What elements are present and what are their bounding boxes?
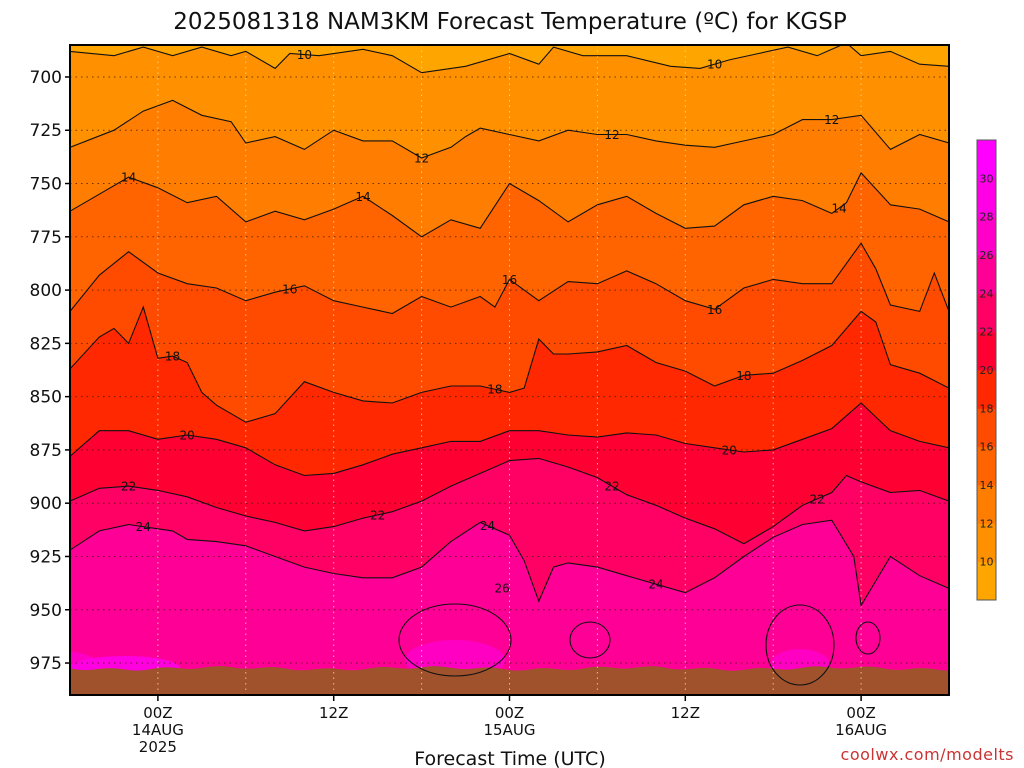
grid-lines [70,45,949,695]
contour-10 [70,45,949,74]
contour-labels: 10 10 12 12 12 14 14 14 16 16 16 18 18 18 20 20 22 22 22 22… [121,48,847,596]
x-tick-label: 12Z [319,704,348,722]
contour-12 [70,99,949,159]
contour-label-10: 10 [297,48,312,62]
contour-label-22: 22 [810,492,825,506]
x-tick-label: 16AUG [835,721,887,739]
colorbar-label-30: 30 [980,172,994,185]
contour-label-12: 12 [604,128,619,142]
contour-label-20: 20 [180,429,195,443]
y-tick-label-875: 875 [30,441,62,461]
y-tick-label-700: 700 [30,68,62,88]
ground-surface [70,666,949,695]
contour-label-18: 18 [736,369,751,383]
x-tick-label: 00Z [495,704,524,722]
contour-16 [70,242,949,315]
colorbar-label-14: 14 [980,479,994,492]
x-tick-label: 2025 [139,738,177,756]
colorbar-swatch [977,485,996,524]
colorbar-label-20: 20 [980,364,994,377]
contour-closed [569,621,611,659]
contour-18 [70,305,949,423]
colorbar-label-24: 24 [980,287,994,300]
y-tick-label-950: 950 [30,601,62,621]
contour-closed [765,604,835,686]
contour-closed [398,603,512,677]
contour-label-16: 16 [502,273,517,287]
y-tick-label-925: 925 [30,547,62,567]
colorbar-swatch [977,293,996,333]
colorbar-label-18: 18 [980,402,994,415]
colorbar-legend: 10 12 14 16 18 20 22 24 26 28 30 [976,139,997,601]
colorbar-swatch [977,216,996,256]
contour-label-14: 14 [831,202,846,216]
contour-label-14: 14 [355,190,370,204]
contour-20 [70,402,949,477]
y-tick-label-750: 750 [30,175,62,195]
colorbar-label-22: 22 [980,326,994,339]
contour-label-12: 12 [824,113,839,127]
colorbar-label-10: 10 [980,556,994,569]
contour-closed [855,621,881,655]
colorbar-swatch [977,178,996,218]
contour-label-22: 22 [121,480,136,494]
contour-24 [70,519,949,608]
contour-label-10: 10 [707,58,722,72]
y-axis-pressure-ticks: 700 725 750 775 800 825 850 875 900 925 950 975 [30,68,70,674]
warm-pocket [856,622,880,654]
colorbar-label-12: 12 [980,517,994,530]
contour-label-24: 24 [648,578,663,592]
colorbar-label-16: 16 [980,441,994,454]
x-tick-label: 14AUG [132,721,184,739]
ground-fill [70,666,949,695]
colorbar-swatch [977,408,996,448]
x-tick-label: 00Z [846,704,875,722]
contour-label-22: 22 [604,480,619,494]
contour-label-20: 20 [722,443,737,457]
y-tick-label-775: 775 [30,228,62,248]
contour-label-18: 18 [487,383,502,397]
x-tick-label: 15AUG [484,721,536,739]
colorbar-swatch [977,523,996,563]
y-tick-label-900: 900 [30,494,62,514]
colorbar-swatch [977,446,996,486]
colorbar-frame [976,139,997,601]
band-above-24 [70,520,949,695]
x-tick-label: 00Z [143,704,172,722]
colorbar-swatch [977,140,996,179]
contour-label-16: 16 [282,283,297,297]
y-tick-label-850: 850 [30,388,62,408]
isotherm-contours [70,45,949,686]
x-tick-label: 12Z [671,704,700,722]
contour-label-14: 14 [121,171,136,185]
colorbar-label-28: 28 [980,211,994,224]
contour-label-24: 24 [136,520,151,534]
warm-pocket [570,622,610,658]
contour-label-22: 22 [370,508,385,522]
contour-label-26: 26 [495,582,510,596]
contour-14 [70,171,949,238]
chart-title: 2025081318 NAM3KM Forecast Temperature (… [173,9,847,35]
y-tick-label-725: 725 [30,121,62,141]
x-axis-label: Forecast Time (UTC) [414,748,605,768]
contour-label-24: 24 [480,519,495,533]
credit-text[interactable]: coolwx.com/modelts [841,745,1014,764]
colorbar-label-26: 26 [980,249,994,262]
temperature-fill-bands [70,45,949,695]
contour-22 [70,457,949,545]
colorbar-swatch [977,561,996,601]
colorbar-swatch [977,370,996,409]
colorbar-swatch [977,331,996,371]
plot-area: 10 10 12 12 12 14 14 14 16 16 16 18 18 18 20 20 22 22 22 22… [69,44,950,696]
colorbar-swatch [977,255,996,294]
contour-label-12: 12 [414,151,429,165]
y-tick-label-825: 825 [30,334,62,354]
y-tick-label-975: 975 [30,654,62,674]
contour-label-16: 16 [707,303,722,317]
y-tick-label-800: 800 [30,281,62,301]
contour-label-18: 18 [165,350,180,364]
